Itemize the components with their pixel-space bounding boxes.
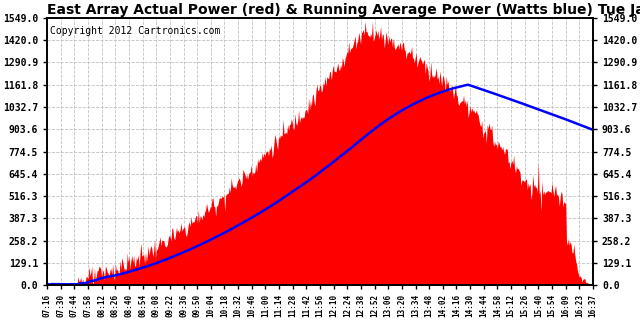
Text: Copyright 2012 Cartronics.com: Copyright 2012 Cartronics.com [50,26,220,36]
Text: East Array Actual Power (red) & Running Average Power (Watts blue) Tue Jan 10 16: East Array Actual Power (red) & Running … [47,3,640,17]
